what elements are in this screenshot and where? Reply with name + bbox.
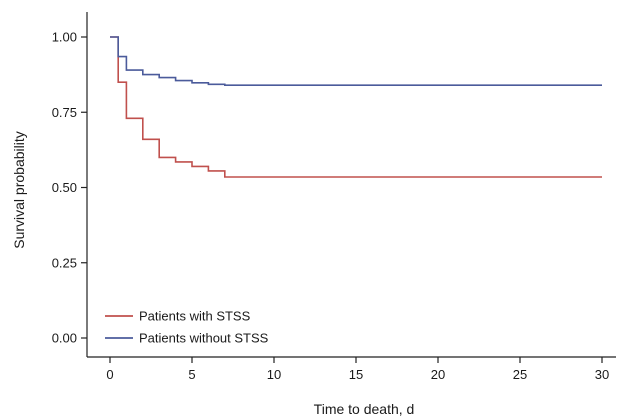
x-axis-title: Time to death, d [314, 401, 415, 417]
y-axis-title: Survival probability [11, 131, 27, 249]
x-tick-label: 5 [188, 367, 195, 382]
x-tick-label: 20 [431, 367, 445, 382]
y-tick-label: 0.75 [52, 105, 77, 120]
x-tick-label: 0 [106, 367, 113, 382]
x-tick-label: 30 [595, 367, 609, 382]
x-tick-label: 15 [349, 367, 363, 382]
series-line-2 [110, 36, 602, 86]
legend-label-1: Patients with STSS [139, 309, 251, 324]
y-tick-label: 0.00 [52, 331, 77, 346]
y-tick-label: 1.00 [52, 30, 77, 45]
series-line-1 [110, 36, 602, 178]
plot-area [110, 36, 602, 178]
y-tick-label: 0.25 [52, 255, 77, 270]
y-tick-label: 0.50 [52, 180, 77, 195]
x-tick-label: 10 [267, 367, 281, 382]
x-tick-label: 25 [513, 367, 527, 382]
axes: 0.00 0.25 0.50 0.75 1.00 0 5 10 15 20 25 30 [52, 12, 616, 382]
legend-label-2: Patients without STSS [139, 331, 269, 346]
legend: Patients with STSS Patients without STSS [105, 309, 269, 346]
